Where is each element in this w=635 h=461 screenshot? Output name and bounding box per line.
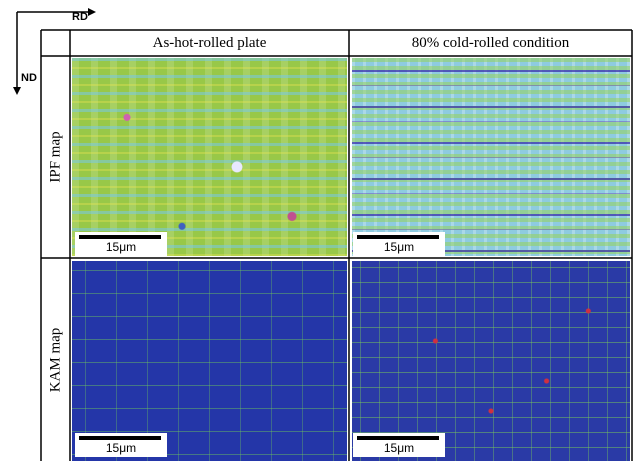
column-header: As-hot-rolled plate [70,30,349,56]
scale-bar-label: 15μm [75,441,167,455]
scale-bar-label: 15μm [353,240,445,254]
column-header: 80% cold-rolled condition [349,30,632,56]
kam-map-image: 15μm [72,261,347,461]
row-label: KAM map [48,328,65,393]
scale-bar: 15μm [353,433,445,457]
scale-bar: 15μm [75,433,167,457]
scale-bar-line [79,436,161,440]
figure: RD ND As-hot-rolled plate 80% cold-rolle… [0,0,635,461]
scale-bar-line [79,235,161,239]
scale-bar-line [357,235,439,239]
scale-bar-label: 15μm [75,240,167,254]
scale-bar: 15μm [353,232,445,256]
scale-bar-line [357,436,439,440]
ipf-map-image: 15μm [352,58,630,256]
scale-bar-label: 15μm [353,441,445,455]
scale-bar: 15μm [75,232,167,256]
kam-map-image: 15μm [352,261,630,461]
ipf-map-image: 15μm [72,58,347,256]
row-label: IPF map [48,131,65,182]
